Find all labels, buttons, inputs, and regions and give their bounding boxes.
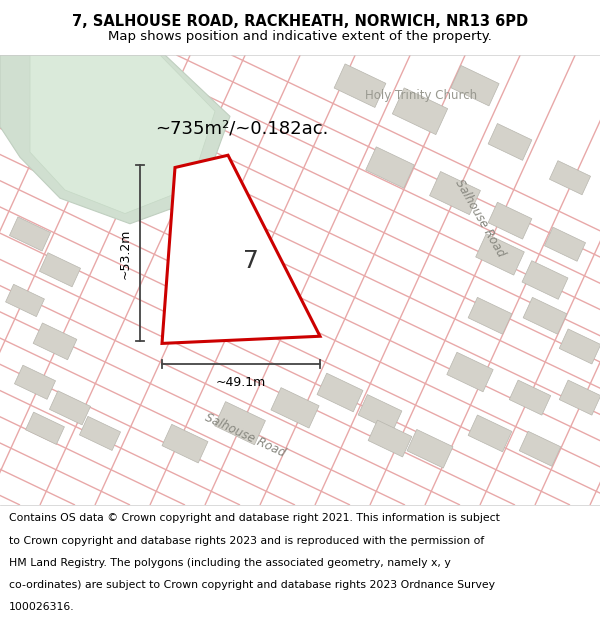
Polygon shape [559, 329, 600, 364]
Polygon shape [162, 424, 208, 463]
Polygon shape [550, 161, 590, 195]
Polygon shape [368, 420, 412, 457]
Polygon shape [488, 202, 532, 239]
Polygon shape [162, 155, 320, 343]
Polygon shape [488, 124, 532, 161]
Polygon shape [40, 253, 80, 287]
Polygon shape [79, 416, 121, 451]
Polygon shape [559, 380, 600, 415]
Text: ~49.1m: ~49.1m [216, 376, 266, 389]
Polygon shape [468, 298, 512, 334]
Text: Contains OS data © Crown copyright and database right 2021. This information is : Contains OS data © Crown copyright and d… [9, 513, 500, 523]
Polygon shape [451, 66, 499, 106]
Polygon shape [271, 388, 319, 428]
Polygon shape [519, 431, 561, 466]
Text: to Crown copyright and database rights 2023 and is reproduced with the permissio: to Crown copyright and database rights 2… [9, 536, 484, 546]
Text: Map shows position and indicative extent of the property.: Map shows position and indicative extent… [108, 30, 492, 43]
Text: ~53.2m: ~53.2m [119, 228, 132, 279]
Polygon shape [49, 391, 91, 425]
Polygon shape [447, 352, 493, 392]
Polygon shape [5, 284, 44, 317]
Polygon shape [430, 171, 481, 214]
Polygon shape [14, 365, 56, 399]
Text: ~735m²/~0.182ac.: ~735m²/~0.182ac. [155, 119, 328, 138]
Text: HM Land Registry. The polygons (including the associated geometry, namely x, y: HM Land Registry. The polygons (includin… [9, 558, 451, 568]
Polygon shape [215, 402, 265, 445]
Polygon shape [523, 298, 567, 334]
Polygon shape [26, 412, 64, 444]
Polygon shape [30, 55, 215, 214]
Polygon shape [544, 227, 586, 261]
Polygon shape [509, 380, 551, 415]
Text: 7, SALHOUSE ROAD, RACKHEATH, NORWICH, NR13 6PD: 7, SALHOUSE ROAD, RACKHEATH, NORWICH, NR… [72, 14, 528, 29]
Polygon shape [468, 415, 512, 452]
Text: Salhouse Road: Salhouse Road [452, 177, 508, 260]
Text: Holy Trinity Church: Holy Trinity Church [365, 89, 477, 102]
Polygon shape [33, 323, 77, 360]
Text: 7: 7 [244, 249, 259, 273]
Polygon shape [358, 394, 402, 431]
Polygon shape [0, 55, 230, 224]
Polygon shape [10, 217, 50, 251]
Polygon shape [317, 373, 363, 412]
Polygon shape [334, 64, 386, 107]
Polygon shape [522, 261, 568, 299]
Text: Salhouse Road: Salhouse Road [203, 411, 287, 460]
Polygon shape [476, 234, 524, 275]
Text: 100026316.: 100026316. [9, 602, 74, 612]
Polygon shape [392, 88, 448, 134]
Text: co-ordinates) are subject to Crown copyright and database rights 2023 Ordnance S: co-ordinates) are subject to Crown copyr… [9, 580, 495, 590]
Polygon shape [365, 147, 415, 188]
Polygon shape [407, 429, 453, 468]
